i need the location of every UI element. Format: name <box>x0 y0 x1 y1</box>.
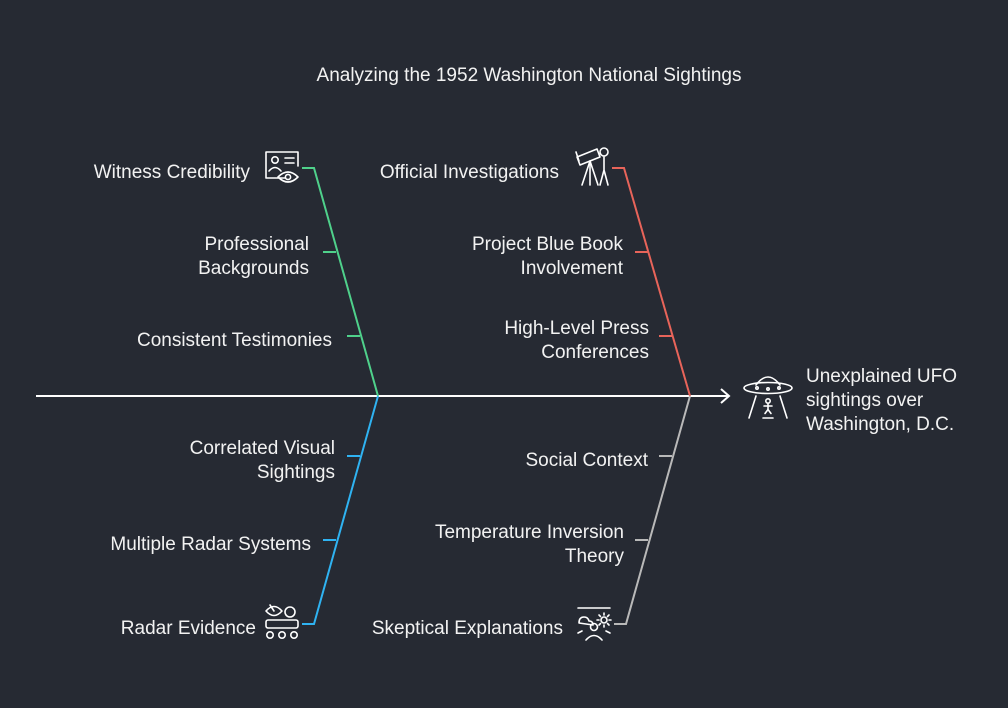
bone-witness <box>302 167 379 397</box>
cause-professional-backgrounds: Professional Backgrounds <box>198 234 309 279</box>
category-witness-label: Witness Credibility <box>93 162 250 183</box>
ufo-icon <box>743 376 793 419</box>
spine-arrowhead <box>720 388 731 404</box>
category-radar-label: Radar Evidence <box>120 618 256 639</box>
category-skeptical-label: Skeptical Explanations <box>371 618 563 639</box>
bone-official <box>612 167 691 397</box>
cause-temperature-inversion: Temperature Inversion Theory <box>434 522 624 567</box>
effect-label: Unexplained UFO sightings over Washingto… <box>806 366 958 435</box>
cause-press-conferences: High-Level Press Conferences <box>504 318 649 363</box>
radar-rover-icon <box>265 604 299 639</box>
bone-radar <box>302 395 379 625</box>
cause-consistent-testimonies: Consistent Testimonies <box>136 330 332 351</box>
cause-multiple-radar: Multiple Radar Systems <box>110 534 311 555</box>
cause-social-context: Social Context <box>525 450 648 471</box>
cause-correlated-visual: Correlated Visual Sightings <box>189 438 335 483</box>
weather-person-icon <box>577 607 612 641</box>
category-official-label: Official Investigations <box>379 162 559 183</box>
id-card-eye-icon <box>265 151 299 183</box>
diagram-title: Analyzing the 1952 Washington National S… <box>316 65 742 86</box>
bone-skeptical <box>614 395 691 625</box>
telescope-icon <box>575 147 609 186</box>
cause-project-blue-book: Project Blue Book Involvement <box>471 234 623 279</box>
